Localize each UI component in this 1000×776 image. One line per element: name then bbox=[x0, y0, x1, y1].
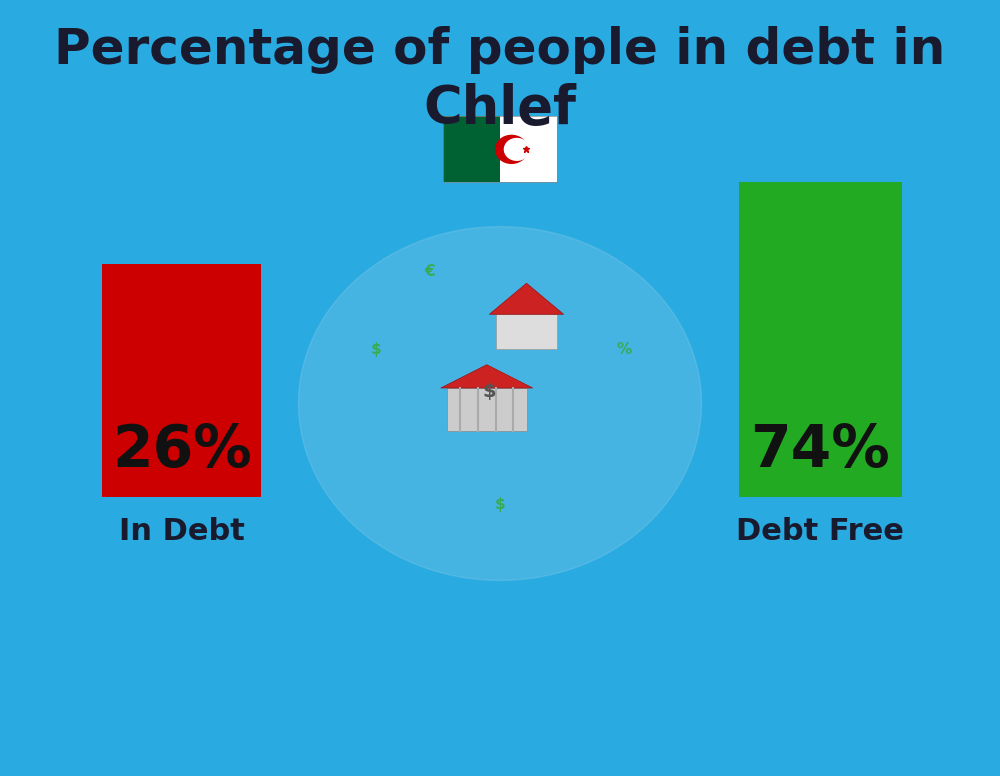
Text: In Debt: In Debt bbox=[119, 517, 245, 546]
Text: Percentage of people in debt in: Percentage of people in debt in bbox=[54, 26, 946, 74]
FancyBboxPatch shape bbox=[496, 314, 557, 349]
FancyBboxPatch shape bbox=[102, 264, 261, 497]
FancyBboxPatch shape bbox=[443, 116, 500, 182]
Text: Chlef: Chlef bbox=[424, 82, 576, 135]
Text: $: $ bbox=[371, 341, 382, 357]
Text: Debt Free: Debt Free bbox=[736, 517, 904, 546]
FancyBboxPatch shape bbox=[500, 116, 557, 182]
Text: $: $ bbox=[495, 497, 505, 512]
Circle shape bbox=[496, 135, 527, 163]
Text: $: $ bbox=[483, 383, 496, 401]
Polygon shape bbox=[441, 365, 533, 388]
Text: 74%: 74% bbox=[750, 421, 890, 479]
Text: %: % bbox=[616, 341, 631, 357]
Polygon shape bbox=[489, 283, 564, 314]
Circle shape bbox=[504, 138, 529, 160]
Text: €: € bbox=[424, 264, 435, 279]
Circle shape bbox=[299, 227, 701, 580]
Text: 26%: 26% bbox=[112, 421, 252, 479]
FancyBboxPatch shape bbox=[447, 388, 527, 431]
FancyBboxPatch shape bbox=[739, 182, 902, 497]
